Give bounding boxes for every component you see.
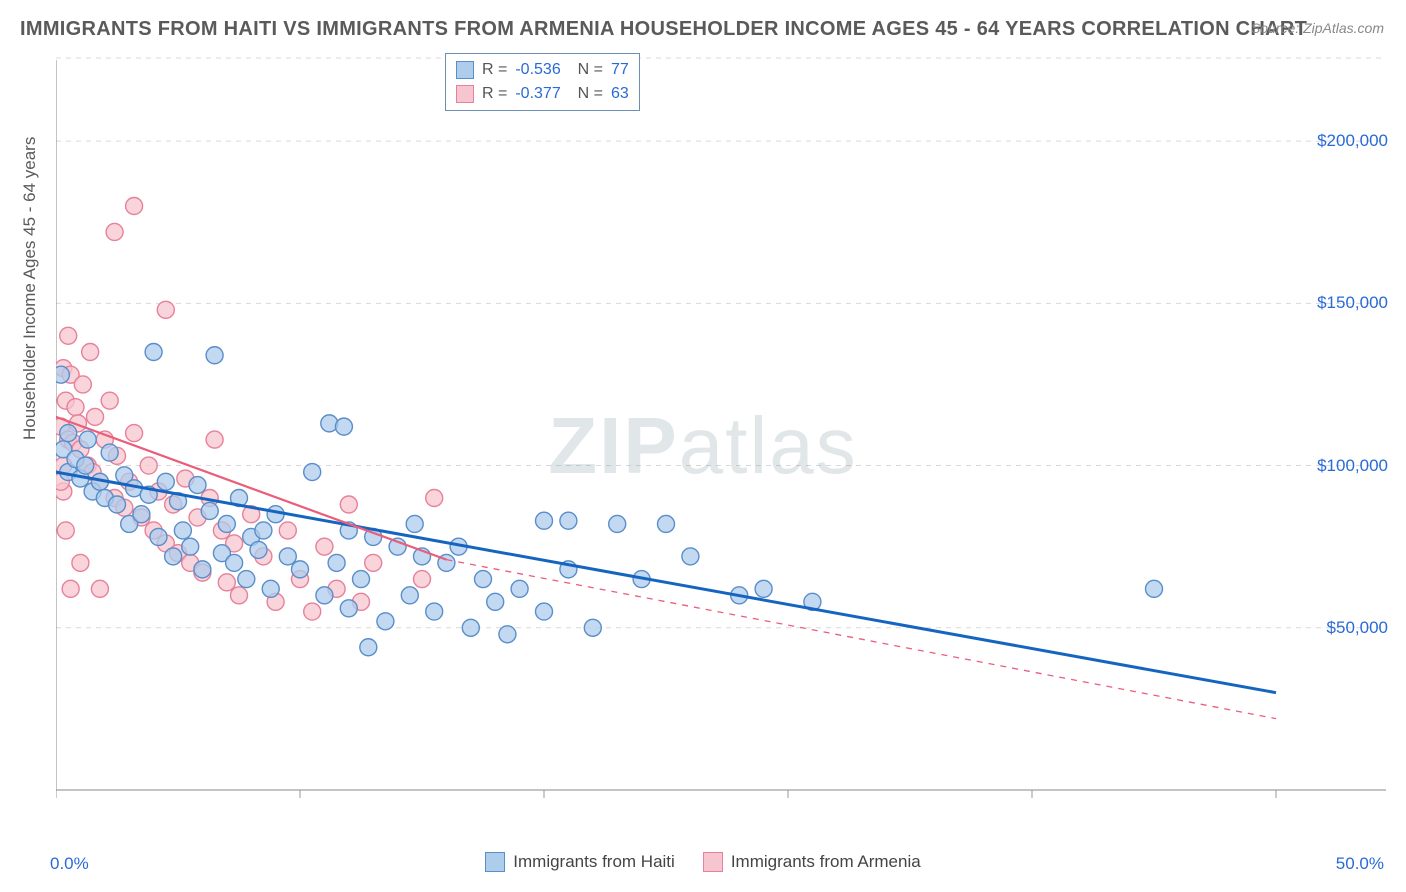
legend-swatch-armenia	[456, 85, 474, 103]
legend-n-armenia: 63	[611, 82, 629, 106]
scatter-plot	[56, 50, 1386, 830]
legend-swatch-armenia-bottom	[703, 852, 723, 872]
legend-item-haiti: Immigrants from Haiti	[485, 852, 675, 872]
source-label: Source: ZipAtlas.com	[1251, 20, 1384, 36]
series-legend: Immigrants from Haiti Immigrants from Ar…	[0, 852, 1406, 872]
legend-n-label: N =	[569, 82, 603, 106]
x-axis-min: 0.0%	[50, 854, 89, 874]
y-tick-label: $100,000	[1317, 456, 1388, 476]
y-axis-label: Householder Income Ages 45 - 64 years	[20, 137, 40, 440]
legend-swatch-haiti	[456, 61, 474, 79]
x-axis-max: 50.0%	[1336, 854, 1384, 874]
legend-item-armenia: Immigrants from Armenia	[703, 852, 921, 872]
legend-r-label: R =	[482, 82, 507, 106]
legend-r-label: R =	[482, 58, 507, 82]
legend-r-haiti: -0.536	[515, 58, 560, 82]
legend-swatch-haiti-bottom	[485, 852, 505, 872]
legend-n-haiti: 77	[611, 58, 629, 82]
legend-row-haiti: R = -0.536 N = 77	[456, 58, 629, 82]
legend-n-label: N =	[569, 58, 603, 82]
legend-label-haiti: Immigrants from Haiti	[513, 852, 675, 872]
y-tick-label: $50,000	[1327, 618, 1388, 638]
legend-r-armenia: -0.377	[515, 82, 560, 106]
legend-label-armenia: Immigrants from Armenia	[731, 852, 921, 872]
y-tick-label: $150,000	[1317, 293, 1388, 313]
y-tick-label: $200,000	[1317, 131, 1388, 151]
legend-row-armenia: R = -0.377 N = 63	[456, 82, 629, 106]
chart-title: IMMIGRANTS FROM HAITI VS IMMIGRANTS FROM…	[20, 18, 1307, 41]
correlation-legend: R = -0.536 N = 77 R = -0.377 N = 63	[445, 53, 640, 111]
